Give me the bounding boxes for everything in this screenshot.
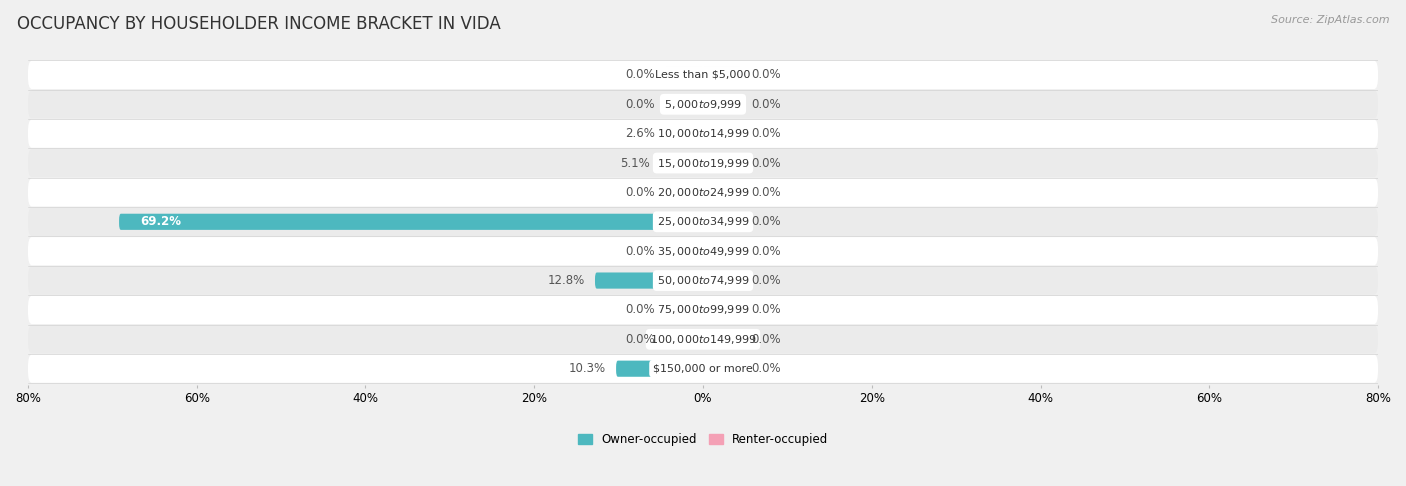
Text: 0.0%: 0.0% — [751, 69, 780, 81]
Text: 0.0%: 0.0% — [751, 244, 780, 258]
FancyBboxPatch shape — [665, 125, 703, 142]
FancyBboxPatch shape — [703, 96, 741, 112]
Text: $35,000 to $49,999: $35,000 to $49,999 — [657, 244, 749, 258]
FancyBboxPatch shape — [28, 266, 1378, 295]
FancyBboxPatch shape — [703, 331, 741, 347]
Text: 0.0%: 0.0% — [626, 186, 655, 199]
Text: $75,000 to $99,999: $75,000 to $99,999 — [657, 303, 749, 316]
Text: $25,000 to $34,999: $25,000 to $34,999 — [657, 215, 749, 228]
FancyBboxPatch shape — [703, 184, 741, 201]
FancyBboxPatch shape — [703, 302, 741, 318]
Text: Less than $5,000: Less than $5,000 — [655, 70, 751, 80]
Text: 0.0%: 0.0% — [626, 333, 655, 346]
Text: 0.0%: 0.0% — [751, 127, 780, 140]
Text: $100,000 to $149,999: $100,000 to $149,999 — [650, 333, 756, 346]
FancyBboxPatch shape — [703, 273, 741, 289]
Text: $20,000 to $24,999: $20,000 to $24,999 — [657, 186, 749, 199]
FancyBboxPatch shape — [595, 273, 703, 289]
Text: 69.2%: 69.2% — [141, 215, 181, 228]
Text: 5.1%: 5.1% — [620, 156, 650, 170]
Text: 0.0%: 0.0% — [751, 333, 780, 346]
Text: $50,000 to $74,999: $50,000 to $74,999 — [657, 274, 749, 287]
Text: $15,000 to $19,999: $15,000 to $19,999 — [657, 156, 749, 170]
Text: 0.0%: 0.0% — [626, 69, 655, 81]
Text: OCCUPANCY BY HOUSEHOLDER INCOME BRACKET IN VIDA: OCCUPANCY BY HOUSEHOLDER INCOME BRACKET … — [17, 15, 501, 33]
FancyBboxPatch shape — [665, 243, 703, 259]
Text: 0.0%: 0.0% — [751, 186, 780, 199]
Text: $150,000 or more: $150,000 or more — [654, 364, 752, 374]
Text: 10.3%: 10.3% — [569, 362, 606, 375]
FancyBboxPatch shape — [28, 355, 1378, 383]
FancyBboxPatch shape — [703, 214, 741, 230]
Text: 0.0%: 0.0% — [751, 303, 780, 316]
FancyBboxPatch shape — [28, 90, 1378, 119]
FancyBboxPatch shape — [28, 208, 1378, 236]
Text: 0.0%: 0.0% — [751, 274, 780, 287]
FancyBboxPatch shape — [28, 149, 1378, 177]
FancyBboxPatch shape — [28, 325, 1378, 353]
FancyBboxPatch shape — [703, 125, 741, 142]
FancyBboxPatch shape — [28, 61, 1378, 89]
Text: 0.0%: 0.0% — [751, 98, 780, 111]
Text: $5,000 to $9,999: $5,000 to $9,999 — [664, 98, 742, 111]
Legend: Owner-occupied, Renter-occupied: Owner-occupied, Renter-occupied — [572, 428, 834, 451]
FancyBboxPatch shape — [703, 67, 741, 83]
FancyBboxPatch shape — [120, 214, 703, 230]
FancyBboxPatch shape — [28, 237, 1378, 265]
FancyBboxPatch shape — [665, 67, 703, 83]
Text: 0.0%: 0.0% — [751, 156, 780, 170]
FancyBboxPatch shape — [703, 361, 741, 377]
FancyBboxPatch shape — [665, 184, 703, 201]
FancyBboxPatch shape — [703, 243, 741, 259]
FancyBboxPatch shape — [28, 120, 1378, 148]
Text: 0.0%: 0.0% — [626, 244, 655, 258]
Text: 2.6%: 2.6% — [626, 127, 655, 140]
FancyBboxPatch shape — [665, 96, 703, 112]
FancyBboxPatch shape — [616, 361, 703, 377]
Text: Source: ZipAtlas.com: Source: ZipAtlas.com — [1271, 15, 1389, 25]
FancyBboxPatch shape — [28, 178, 1378, 207]
Text: 0.0%: 0.0% — [626, 303, 655, 316]
FancyBboxPatch shape — [659, 155, 703, 171]
Text: $10,000 to $14,999: $10,000 to $14,999 — [657, 127, 749, 140]
FancyBboxPatch shape — [703, 155, 741, 171]
Text: 0.0%: 0.0% — [751, 215, 780, 228]
FancyBboxPatch shape — [665, 331, 703, 347]
FancyBboxPatch shape — [665, 302, 703, 318]
Text: 0.0%: 0.0% — [626, 98, 655, 111]
Text: 12.8%: 12.8% — [547, 274, 585, 287]
FancyBboxPatch shape — [28, 296, 1378, 324]
Text: 0.0%: 0.0% — [751, 362, 780, 375]
